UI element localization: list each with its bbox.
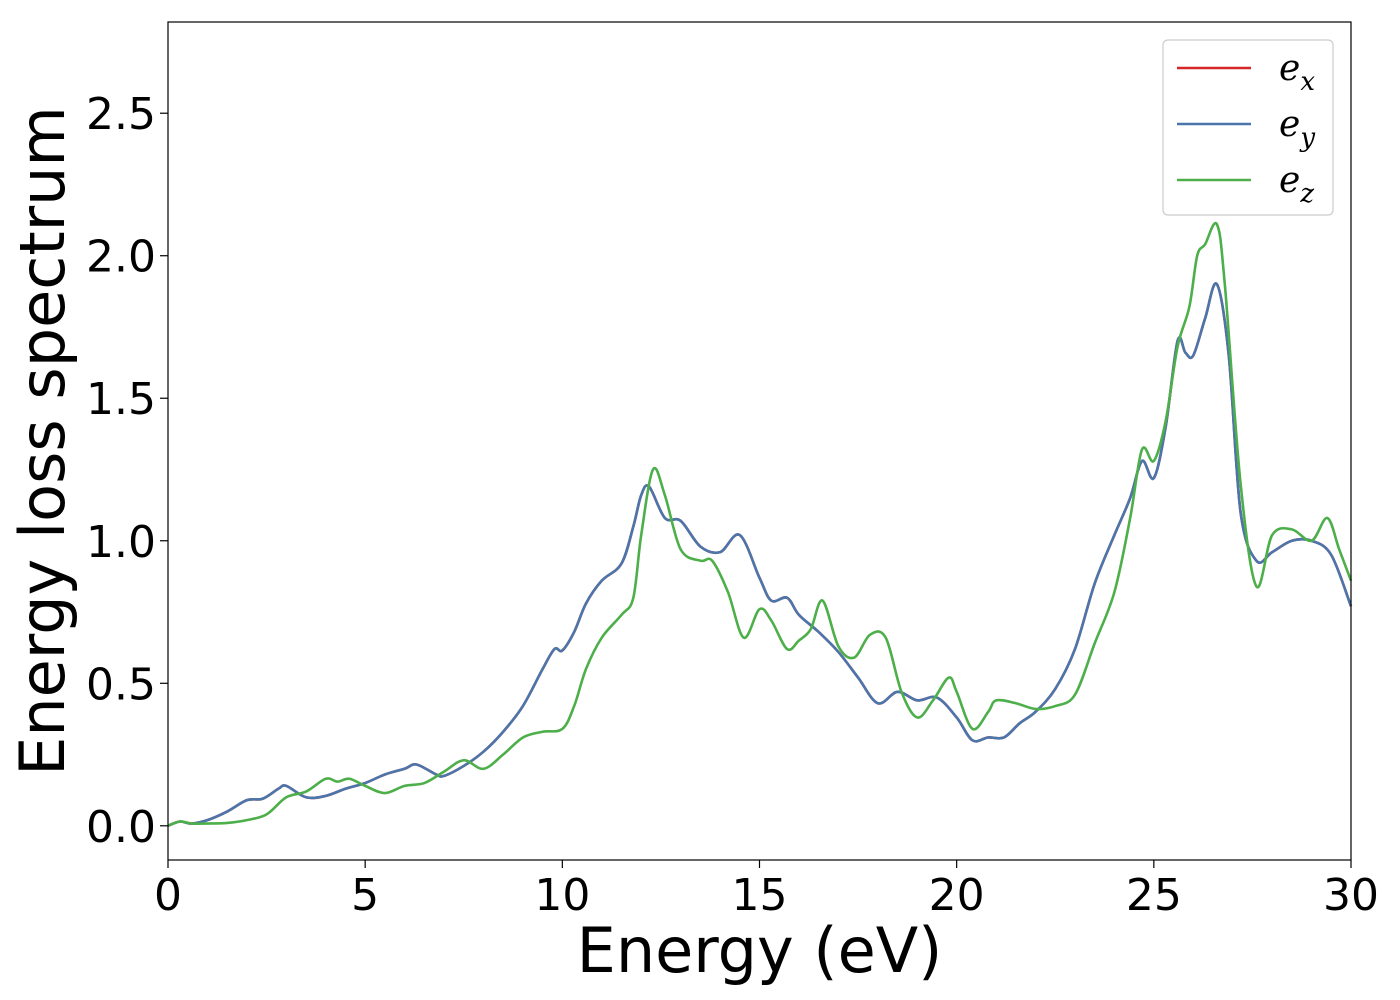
x-tick-label: 0 <box>154 870 182 921</box>
y-tick-label: 2.5 <box>86 89 156 140</box>
series-line-z <box>167 221 1353 828</box>
x-tick-label: 30 <box>1323 870 1379 921</box>
legend-label-subscript: x <box>1300 67 1315 97</box>
legend-label-subscript: z <box>1299 179 1314 209</box>
y-tick-label: 1.0 <box>86 517 156 568</box>
x-tick-label: 25 <box>1126 870 1182 921</box>
y-tick-label: 0.5 <box>86 659 156 710</box>
legend-label-z: ez <box>1279 160 1314 209</box>
x-tick-label: 10 <box>534 870 590 921</box>
x-tick-label: 20 <box>929 870 985 921</box>
x-axis: 0 5 10 15 20 25 30 <box>154 860 1379 921</box>
legend-label-y: ey <box>1279 104 1315 153</box>
x-axis-title: Energy (eV) <box>577 914 943 987</box>
legend-label-base: e <box>1279 160 1300 201</box>
legend-label-x: ex <box>1279 48 1315 97</box>
x-tick-label: 15 <box>732 870 788 921</box>
y-tick-label: 2.0 <box>86 232 156 283</box>
legend-label-base: e <box>1279 48 1300 89</box>
y-tick-label: 0.0 <box>86 802 156 853</box>
y-axis-title: Energy loss spectrum <box>6 106 79 776</box>
legend-label-subscript: y <box>1299 123 1315 153</box>
legend-box <box>1162 39 1334 216</box>
series-layer <box>167 221 1353 828</box>
y-axis: 0.0 0.5 1.0 1.5 2.0 2.5 <box>86 89 168 853</box>
legend-label-base: e <box>1279 104 1300 145</box>
x-tick-label: 5 <box>351 870 379 921</box>
y-tick-label: 1.5 <box>86 374 156 425</box>
